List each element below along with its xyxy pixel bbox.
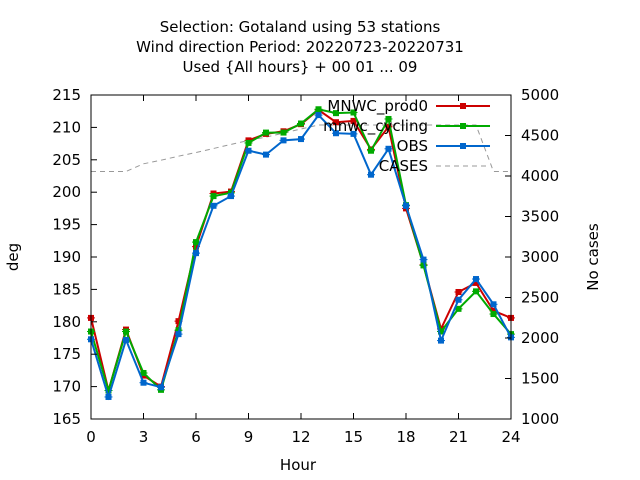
y2-tick-label: 4000: [521, 167, 559, 185]
y-tick-label: 185: [52, 280, 81, 298]
legend-label: MNWC_prod0: [327, 97, 428, 116]
y2-tick-label: 1000: [521, 410, 559, 428]
ticks-layer: 0 3 6 9 12 15 18 21 24 165 170 175 180 185 190 195 200 20…: [52, 86, 559, 446]
series-obs: [87, 112, 515, 401]
series-line: [91, 124, 511, 172]
x-tick-label: 3: [139, 428, 149, 446]
plot-frame: [90, 94, 512, 420]
series-line: [90, 108, 512, 395]
legend-label: mnwc_cycling: [323, 117, 428, 136]
y2-tick-label: 5000: [521, 86, 559, 104]
y2-tick-label: 4500: [521, 127, 559, 145]
y-tick-label: 195: [52, 216, 81, 234]
y2-tick-label: 3000: [521, 248, 559, 266]
x-tick-label: 12: [291, 428, 310, 446]
y-tick-label: 210: [52, 118, 81, 136]
y2-tick-label: 1500: [521, 370, 559, 388]
legend-label: CASES: [379, 157, 428, 175]
x-tick-label: 0: [86, 428, 96, 446]
y2-tick-label: 2000: [521, 329, 559, 347]
y2-axis-label: No cases: [584, 223, 602, 291]
series-mnwc-cycling: [87, 106, 515, 395]
legend-label: OBS: [397, 137, 428, 155]
x-tick-label: 6: [191, 428, 201, 446]
y-tick-label: 205: [52, 151, 81, 169]
y-tick-label: 215: [52, 86, 81, 104]
y-tick-label: 190: [52, 248, 81, 266]
series-line: [90, 108, 512, 395]
y2-tick-label: 3500: [521, 208, 559, 226]
chart-title-line-1: Selection: Gotaland using 53 stations: [160, 18, 441, 36]
legend-marker: [460, 143, 466, 149]
x-axis-label: Hour: [280, 456, 317, 474]
y2-tick-label: 2500: [521, 289, 559, 307]
x-tick-label: 15: [344, 428, 363, 446]
series-cases: [91, 124, 511, 172]
x-tick-label: 18: [396, 428, 415, 446]
legend-marker: [460, 103, 466, 109]
y-tick-label: 170: [52, 378, 81, 396]
x-tick-label: 24: [501, 428, 520, 446]
chart-title-line-2: Wind direction Period: 20220723-20220731: [136, 38, 464, 56]
x-tick-label: 9: [244, 428, 254, 446]
y-tick-label: 180: [52, 313, 81, 331]
x-tick-label: 21: [449, 428, 468, 446]
y-axis-label: deg: [4, 243, 22, 271]
y-tick-label: 175: [52, 345, 81, 363]
chart-title-line-3: Used {All hours} + 00 01 ... 09: [183, 58, 418, 76]
series-mnwc-prod0: [87, 106, 515, 395]
series-layer: [87, 106, 515, 401]
legend-marker: [460, 123, 466, 129]
y-tick-label: 200: [52, 183, 81, 201]
series-line: [90, 113, 512, 401]
y-tick-label: 165: [52, 410, 81, 428]
